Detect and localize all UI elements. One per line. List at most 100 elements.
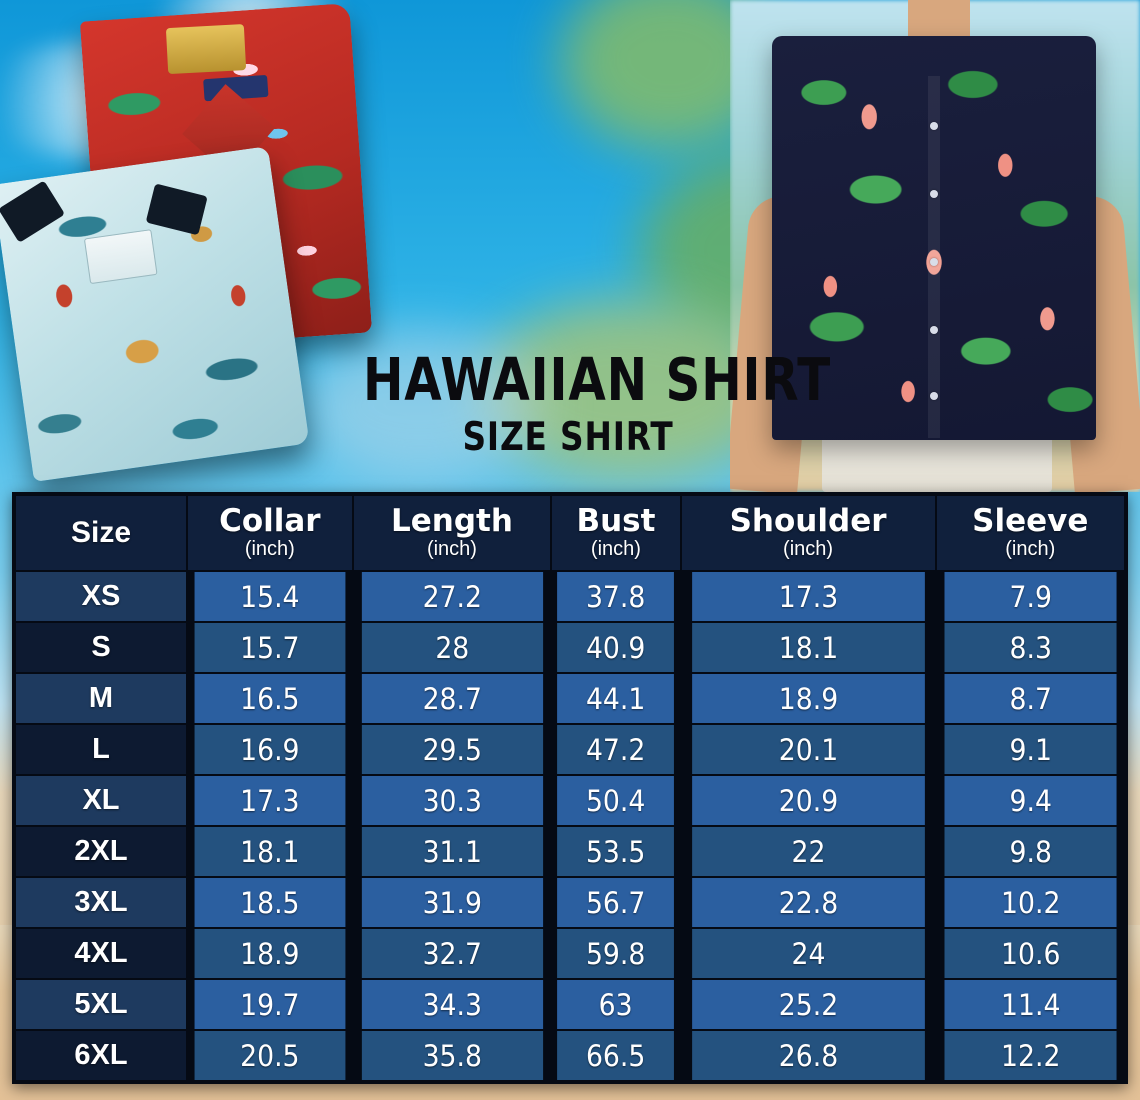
shirt-button — [930, 326, 938, 334]
shirt-button — [930, 122, 938, 130]
table-body: XS 15.4 27.2 37.8 17.3 7.9 S 15.7 28 40.9 18.1 8.3 M… — [16, 572, 1124, 1080]
column-header-bust-label: Bust — [576, 502, 656, 539]
cell-shoulder: 25.2 — [691, 980, 925, 1029]
shirt-button — [930, 190, 938, 198]
cell-size: 2XL — [16, 827, 186, 876]
table-row: M 16.5 28.7 44.1 18.9 8.7 — [16, 674, 1124, 723]
shirt-button — [930, 258, 938, 266]
cell-size: 3XL — [16, 878, 186, 927]
column-header-shoulder-label: Shoulder — [729, 502, 887, 539]
column-header-sleeve-unit: (inch) — [1005, 538, 1056, 561]
navy-flamingo-shirt — [772, 36, 1096, 440]
table-header-row: Size Collar (inch) Length (inch) Bust (i… — [16, 496, 1124, 570]
shirt-button — [930, 392, 938, 400]
table-row: XS 15.4 27.2 37.8 17.3 7.9 — [16, 572, 1124, 621]
cell-sleeve: 7.9 — [944, 572, 1117, 621]
cell-bust: 44.1 — [557, 674, 675, 723]
cell-collar: 15.4 — [194, 572, 346, 621]
cell-length: 28 — [361, 623, 543, 672]
cell-size: 4XL — [16, 929, 186, 978]
column-header-collar-unit: (inch) — [244, 538, 295, 561]
column-header-length-label: Length — [391, 502, 513, 539]
cell-collar: 18.5 — [194, 878, 346, 927]
page-subtitle: SIZE SHIRT — [462, 414, 674, 460]
cell-length: 27.2 — [361, 572, 543, 621]
table-row: L 16.9 29.5 47.2 20.1 9.1 — [16, 725, 1124, 774]
blue-parrot-shirt — [0, 146, 310, 482]
cell-sleeve: 10.2 — [944, 878, 1117, 927]
column-header-bust: Bust (inch) — [552, 496, 680, 570]
cell-sleeve: 11.4 — [944, 980, 1117, 1029]
cell-shoulder: 26.8 — [691, 1031, 925, 1080]
cell-sleeve: 8.7 — [944, 674, 1117, 723]
cell-collar: 18.9 — [194, 929, 346, 978]
title-block: HAWAIIAN SHIRT SIZE SHIRT — [318, 345, 832, 460]
table-row: 5XL 19.7 34.3 63 25.2 11.4 — [16, 980, 1124, 1029]
cell-collar: 16.9 — [194, 725, 346, 774]
cell-length: 30.3 — [361, 776, 543, 825]
cell-bust: 50.4 — [557, 776, 675, 825]
column-header-collar-label: Collar — [219, 502, 321, 539]
cell-collar: 20.5 — [194, 1031, 346, 1080]
cell-size: 6XL — [16, 1031, 186, 1080]
cell-collar: 15.7 — [194, 623, 346, 672]
table-row: 3XL 18.5 31.9 56.7 22.8 10.2 — [16, 878, 1124, 927]
cell-bust: 40.9 — [557, 623, 675, 672]
cell-sleeve: 9.8 — [944, 827, 1117, 876]
table-header: Size Collar (inch) Length (inch) Bust (i… — [16, 496, 1124, 570]
cell-length: 34.3 — [361, 980, 543, 1029]
column-header-shoulder: Shoulder (inch) — [681, 496, 935, 570]
column-header-shoulder-unit: (inch) — [783, 538, 834, 561]
cell-shoulder: 20.9 — [691, 776, 925, 825]
cell-sleeve: 10.6 — [944, 929, 1117, 978]
cell-sleeve: 12.2 — [944, 1031, 1117, 1080]
cell-size: M — [16, 674, 186, 723]
cell-size: L — [16, 725, 186, 774]
cell-shoulder: 24 — [691, 929, 925, 978]
column-header-sleeve: Sleeve (inch) — [936, 496, 1124, 570]
cell-shoulder: 18.1 — [691, 623, 925, 672]
cell-collar: 17.3 — [194, 776, 346, 825]
table-row: 2XL 18.1 31.1 53.5 22 9.8 — [16, 827, 1124, 876]
cell-collar: 19.7 — [194, 980, 346, 1029]
cell-bust: 59.8 — [557, 929, 675, 978]
shirt-collar-right — [145, 183, 208, 236]
column-header-bust-unit: (inch) — [590, 538, 641, 561]
cell-bust: 56.7 — [557, 878, 675, 927]
cell-length: 32.7 — [361, 929, 543, 978]
column-header-size-label: Size — [70, 516, 132, 550]
cell-shoulder: 22 — [691, 827, 925, 876]
cell-bust: 37.8 — [557, 572, 675, 621]
page-title: HAWAIIAN SHIRT — [363, 345, 832, 414]
cell-bust: 63 — [557, 980, 675, 1029]
cell-length: 31.1 — [361, 827, 543, 876]
cell-size: 5XL — [16, 980, 186, 1029]
shirt-collar-tag — [166, 24, 247, 75]
column-header-size: Size — [16, 496, 186, 570]
cell-shoulder: 22.8 — [691, 878, 925, 927]
shirt-collar-left — [0, 180, 66, 243]
cell-bust: 53.5 — [557, 827, 675, 876]
table-row: 4XL 18.9 32.7 59.8 24 10.6 — [16, 929, 1124, 978]
cell-shoulder: 20.1 — [691, 725, 925, 774]
cell-sleeve: 9.1 — [944, 725, 1117, 774]
column-header-collar: Collar (inch) — [188, 496, 352, 570]
cell-size: XS — [16, 572, 186, 621]
haze-blur — [300, 330, 540, 480]
cell-sleeve: 9.4 — [944, 776, 1117, 825]
cell-length: 31.9 — [361, 878, 543, 927]
shirt-chest-pocket — [84, 229, 158, 285]
column-header-length: Length (inch) — [353, 496, 551, 570]
cell-collar: 18.1 — [194, 827, 346, 876]
cell-shoulder: 18.9 — [691, 674, 925, 723]
table-row: 6XL 20.5 35.8 66.5 26.8 12.2 — [16, 1031, 1124, 1080]
model-wearing-hawaiian-shirt-photo — [730, 0, 1140, 492]
cell-length: 29.5 — [361, 725, 543, 774]
cell-size: XL — [16, 776, 186, 825]
cell-collar: 16.5 — [194, 674, 346, 723]
cell-size: S — [16, 623, 186, 672]
cell-shoulder: 17.3 — [691, 572, 925, 621]
cell-bust: 66.5 — [557, 1031, 675, 1080]
table-row: S 15.7 28 40.9 18.1 8.3 — [16, 623, 1124, 672]
size-chart-table: Size Collar (inch) Length (inch) Bust (i… — [14, 494, 1126, 1082]
